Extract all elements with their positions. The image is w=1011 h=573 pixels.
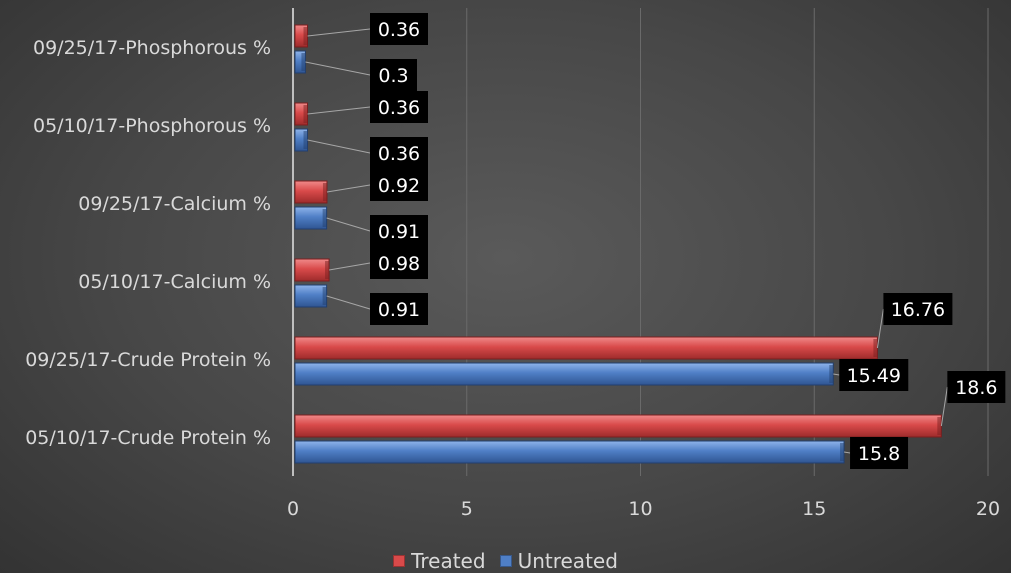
data-label-box <box>370 247 428 279</box>
category-labels: 05/10/17-Crude Protein % 09/25/17-Crude P… <box>25 37 271 449</box>
category-label: 09/25/17-Calcium % <box>78 193 271 215</box>
label-leader-line <box>307 106 371 115</box>
bar-end-cap <box>303 105 308 123</box>
bar-treated[interactable] <box>294 180 328 204</box>
label-leader-line <box>307 139 371 154</box>
bar-untreated[interactable] <box>294 206 328 230</box>
data-label-box <box>883 293 953 325</box>
data-label: 0.91 <box>378 221 420 243</box>
data-label: 18.6 <box>955 377 997 399</box>
bar-end-cap <box>937 417 942 435</box>
gridlines <box>466 8 989 476</box>
data-label-box <box>370 13 428 45</box>
data-label: 0.98 <box>378 253 420 275</box>
bars <box>294 24 942 464</box>
category-label: 09/25/17-Crude Protein % <box>25 349 271 371</box>
x-tick-label: 5 <box>461 498 473 520</box>
category-label: 05/10/17-Calcium % <box>78 271 271 293</box>
data-label-box <box>947 371 1006 403</box>
legend: Treated Untreated <box>0 548 1011 573</box>
legend-item-treated[interactable]: Treated <box>393 548 486 573</box>
data-label: 0.3 <box>378 65 408 87</box>
label-leader-line <box>940 386 948 427</box>
bar-untreated[interactable] <box>294 362 834 386</box>
data-label: 0.92 <box>378 175 420 197</box>
data-label: 0.91 <box>378 299 420 321</box>
data-label-box <box>370 59 417 91</box>
x-tick-label: 20 <box>976 498 1000 520</box>
bar-treated[interactable] <box>294 336 878 360</box>
legend-swatch-treated <box>393 554 406 567</box>
bar-end-cap <box>303 131 308 149</box>
bar-treated[interactable] <box>294 414 942 438</box>
data-label-box <box>839 359 909 391</box>
x-tick-label: 0 <box>287 498 299 520</box>
bar-end-cap <box>322 287 327 305</box>
bar-end-cap <box>840 443 845 461</box>
x-tick-labels: 0 5 10 15 20 <box>287 498 1000 520</box>
bar-end-cap <box>322 183 327 201</box>
data-label-box <box>850 437 909 469</box>
legend-swatch-untreated <box>499 554 512 567</box>
label-leader-line <box>843 451 851 454</box>
data-label-box <box>370 137 428 169</box>
data-label: 15.8 <box>858 443 900 465</box>
legend-label-treated: Treated <box>411 548 486 573</box>
data-label-box <box>370 169 428 201</box>
bar-end-cap <box>322 209 327 227</box>
data-label: 15.49 <box>847 365 901 387</box>
x-tick-label: 10 <box>628 498 652 520</box>
bar-end-cap <box>325 261 330 279</box>
label-leader-line <box>326 217 371 232</box>
bar-end-cap <box>303 27 308 45</box>
category-label: 09/25/17-Phosphorous % <box>33 37 271 59</box>
legend-item-untreated[interactable]: Untreated <box>499 548 618 573</box>
data-labels: 18.6 15.8 16.76 15.49 0.98 0.91 0.92 0.91 0.36 0.… <box>305 13 1006 469</box>
data-label: 0.36 <box>378 19 420 41</box>
data-label: 0.36 <box>378 97 420 119</box>
label-leader-line <box>328 262 371 271</box>
label-leader-line <box>833 373 840 376</box>
bar-end-cap <box>873 339 878 357</box>
data-label-box <box>370 215 428 247</box>
category-label: 05/10/17-Phosphorous % <box>33 115 271 137</box>
label-leader-line <box>876 308 884 349</box>
bar-untreated[interactable] <box>294 284 328 308</box>
label-leader-line <box>326 184 371 193</box>
data-label: 0.36 <box>378 143 420 165</box>
label-leader-line <box>307 28 371 37</box>
data-label: 16.76 <box>891 299 945 321</box>
bar-untreated[interactable] <box>294 440 845 464</box>
legend-label-untreated: Untreated <box>517 548 618 573</box>
bar-end-cap <box>301 53 306 71</box>
data-label-box <box>370 91 428 123</box>
category-label: 05/10/17-Crude Protein % <box>25 427 271 449</box>
x-tick-label: 15 <box>802 498 826 520</box>
label-leader-line <box>326 295 371 310</box>
label-leader-line <box>305 61 371 76</box>
bar-end-cap <box>829 365 834 383</box>
bar-treated[interactable] <box>294 258 330 282</box>
data-label-box <box>370 293 428 325</box>
